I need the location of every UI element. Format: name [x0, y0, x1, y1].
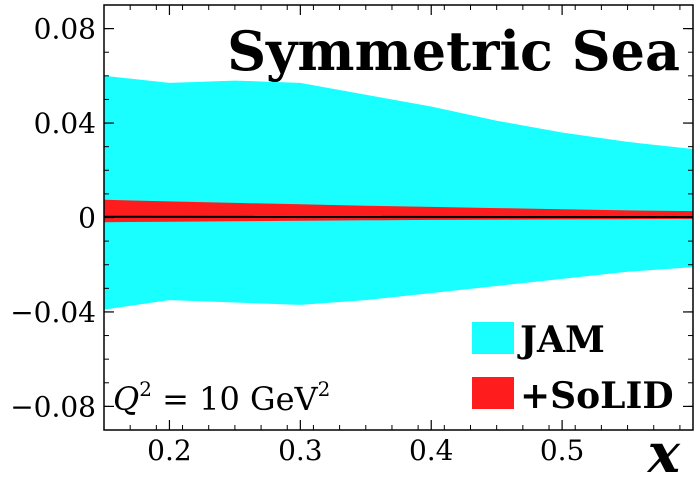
x-tick-label: 0.2: [147, 434, 192, 467]
x-tick-label: 0.4: [409, 434, 454, 467]
x-tick-label: 0.3: [278, 434, 323, 467]
legend: JAM +SoLID: [472, 319, 674, 417]
legend-label-jam: JAM: [517, 319, 605, 361]
gev-superscript: 2: [318, 377, 331, 401]
bands-layer: [103, 75, 694, 310]
x-axis-label: x: [647, 421, 681, 485]
x-tick-label: 0.5: [540, 434, 585, 467]
q2-annotation: Q2 = 10 GeV2: [113, 377, 330, 418]
q-symbol: Q: [113, 380, 139, 418]
y-tick-label: 0: [78, 202, 96, 235]
legend-label-solid: +SoLID: [520, 375, 674, 417]
legend-swatch-solid: [472, 377, 514, 409]
ticks-layer: 0.2 0.3 0.4 0.5 0.08 0.04 0 −0.04 −0.08: [10, 4, 693, 467]
band-jam: [104, 75, 693, 310]
y-tick-label: 0.08: [34, 13, 96, 46]
chart-title: Symmetric Sea: [227, 19, 680, 83]
legend-swatch-jam: [472, 322, 514, 354]
y-tick-label: 0.04: [34, 107, 96, 140]
q-superscript: 2: [139, 377, 152, 401]
q-value: = 10 GeV: [152, 380, 319, 418]
y-tick-label: −0.08: [10, 390, 96, 423]
y-tick-label: −0.04: [10, 296, 96, 329]
